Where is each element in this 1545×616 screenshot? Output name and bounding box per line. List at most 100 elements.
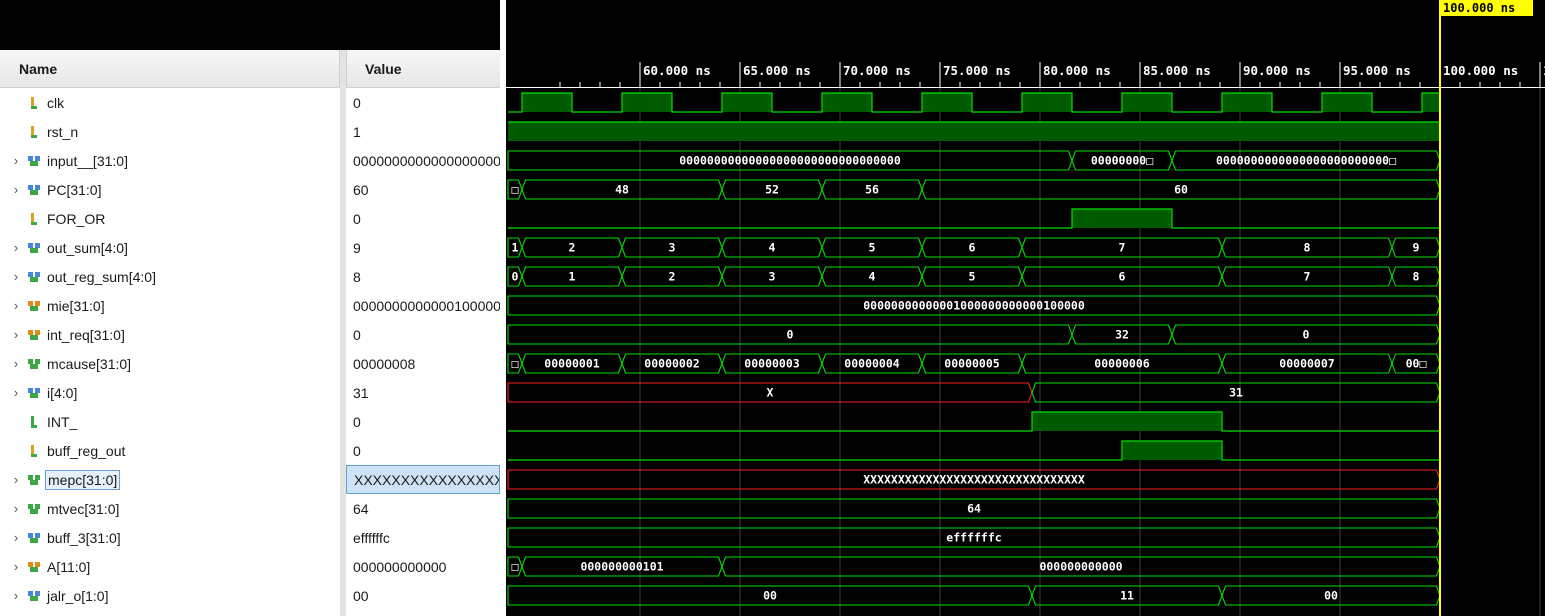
waveform-high-fill [1222, 93, 1272, 112]
bus-value-segment [507, 469, 1441, 490]
signal-value[interactable]: 31 [353, 384, 369, 401]
signal-row-name[interactable]: buff_reg_out [0, 436, 340, 465]
bus-value-segment [1031, 382, 1441, 403]
signal-value[interactable]: 00000008 [353, 355, 416, 372]
bus-value-label: 2 [569, 241, 576, 255]
bus-value-segment [1171, 150, 1441, 171]
signal-row-name[interactable]: › input__[31:0] [0, 146, 340, 175]
bus-signal-icon [27, 270, 41, 284]
expand-chevron-icon[interactable]: › [13, 356, 19, 371]
signal-row-name[interactable]: › A[11:0] [0, 552, 340, 581]
signal-row-name[interactable]: › out_reg_sum[4:0] [0, 262, 340, 291]
expand-chevron-icon[interactable]: › [13, 153, 19, 168]
signal-value[interactable]: effffffc [353, 529, 390, 546]
signal-value[interactable]: 8 [353, 268, 361, 285]
signal-name: mepc[31:0] [45, 469, 121, 490]
bus-value-segment [507, 556, 523, 577]
signal-row-name[interactable]: › PC[31:0] [0, 175, 340, 204]
signal-row-name[interactable]: › mcause[31:0] [0, 349, 340, 378]
bus-value-label: 60 [1174, 183, 1188, 197]
signal-name: FOR_OR [47, 210, 106, 227]
expand-chevron-icon[interactable]: › [13, 559, 19, 574]
waveform-high-fill [1422, 93, 1440, 112]
bus-value-segment [921, 353, 1023, 374]
waveform-bit-signal-trace [508, 208, 1440, 229]
bus-value-segment [1171, 324, 1441, 345]
expand-chevron-icon[interactable]: › [13, 472, 19, 487]
bus-value-label: 00□ [1406, 357, 1427, 371]
signal-row-name[interactable]: › out_sum[4:0] [0, 233, 340, 262]
bus-value-segment [721, 237, 823, 258]
column-separator[interactable] [340, 50, 346, 616]
signal-value[interactable]: 0 [353, 442, 361, 459]
signal-value[interactable]: 0 [353, 326, 361, 343]
signal-value[interactable]: 00 [353, 587, 369, 604]
signal-row-name[interactable]: › mepc[31:0] [0, 465, 340, 494]
signal-value[interactable]: 1 [353, 123, 361, 140]
bus-value-segment [1031, 585, 1223, 606]
signal-row-name[interactable]: INT_ [0, 407, 340, 436]
signal-value[interactable]: 000000000000 [353, 558, 447, 575]
signal-row-name[interactable]: › mtvec[31:0] [0, 494, 340, 523]
expand-chevron-icon[interactable]: › [13, 240, 19, 255]
signal-value[interactable]: 0 [353, 94, 361, 111]
bus-value-label: 00000001 [544, 357, 599, 371]
bus-signal-icon [27, 183, 41, 197]
signal-row-name[interactable]: › buff_3[31:0] [0, 523, 340, 552]
expand-chevron-icon[interactable]: › [13, 385, 19, 400]
bus-signal-icon [27, 386, 41, 400]
bus-value-label: □ [512, 560, 519, 574]
signal-value[interactable]: 64 [353, 500, 369, 517]
bus-value-segment [507, 527, 1441, 548]
bus-value-label: 3 [769, 270, 776, 284]
signal-name: i[4:0] [47, 384, 78, 401]
bus-value-segment [521, 556, 723, 577]
waveform-pane[interactable]: 60.000 ns 65.000 ns 70.000 ns 75.000 ns 80.0… [506, 0, 1545, 616]
expand-chevron-icon[interactable]: › [13, 530, 19, 545]
bus-value-label: 00000000□ [1091, 154, 1153, 168]
signal-value[interactable]: 0 [353, 413, 361, 430]
expand-chevron-icon[interactable]: › [13, 501, 19, 516]
signal-name: int_req[31:0] [47, 326, 125, 343]
bus-value-segment [507, 179, 523, 200]
signal-list-panel: Name Value clk 0 rst_n 1 › input__[31:0] 00000… [0, 0, 500, 616]
bus-value-segment [1021, 266, 1223, 287]
bus-value-label: □ [512, 357, 519, 371]
signal-row-name[interactable]: › jalr_o[1:0] [0, 581, 340, 610]
expand-chevron-icon[interactable]: › [13, 269, 19, 284]
value-column-header[interactable]: Value [346, 50, 500, 88]
signal-value[interactable]: 00000000000001000000 [353, 297, 500, 314]
signal-row-name[interactable]: rst_n [0, 117, 340, 146]
signal-row-name[interactable]: FOR_OR [0, 204, 340, 233]
signal-value[interactable]: 0 [353, 210, 361, 227]
bus-value-segment [921, 179, 1441, 200]
name-header-label: Name [19, 60, 58, 77]
bus-value-label: 00000006 [1094, 357, 1149, 371]
bus-value-label: □ [512, 183, 519, 197]
cursor-time-label: 100.000 ns [1443, 1, 1515, 15]
expand-chevron-icon[interactable]: › [13, 327, 19, 342]
bus-value-label: X [767, 386, 774, 400]
signal-row-name[interactable]: › int_req[31:0] [0, 320, 340, 349]
bus-signal-icon [27, 154, 41, 168]
bus-signal-icon [27, 589, 41, 603]
bus-value-segment [521, 179, 723, 200]
signal-value[interactable]: 9 [353, 239, 361, 256]
bus-value-segment [521, 266, 623, 287]
pane-divider[interactable] [500, 0, 506, 616]
bus-value-segment [1221, 585, 1441, 606]
signal-row-name[interactable]: clk [0, 88, 340, 117]
bus-value-label: 8 [1413, 270, 1420, 284]
signal-value[interactable]: XXXXXXXXXXXXXXXXXXXX [346, 465, 500, 494]
bus-value-label: 0 [1303, 328, 1310, 342]
signal-value[interactable]: 60 [353, 181, 369, 198]
bus-value-label: 5 [969, 270, 976, 284]
expand-chevron-icon[interactable]: › [13, 298, 19, 313]
signal-value[interactable]: 00000000000000000000 [353, 152, 500, 169]
bus-value-segment [1221, 353, 1393, 374]
expand-chevron-icon[interactable]: › [13, 588, 19, 603]
expand-chevron-icon[interactable]: › [13, 182, 19, 197]
signal-row-name[interactable]: › mie[31:0] [0, 291, 340, 320]
signal-row-name[interactable]: › i[4:0] [0, 378, 340, 407]
name-column-header[interactable]: Name [0, 50, 340, 88]
